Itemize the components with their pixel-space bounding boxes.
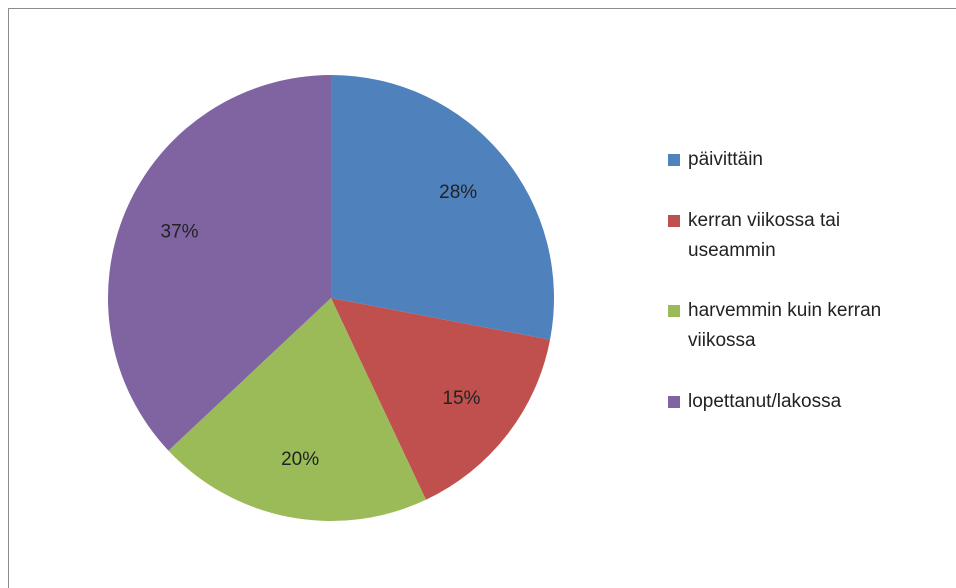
legend-label: harvemmin kuin kerran viikossa xyxy=(688,300,882,352)
legend-swatch xyxy=(668,214,680,227)
legend-label: lopettanut/lakossa xyxy=(688,390,842,412)
chart-frame xyxy=(8,8,956,588)
pie-slice xyxy=(168,298,426,522)
pie-slice xyxy=(331,75,554,340)
legend-label: päivittäin xyxy=(688,149,763,170)
legend-item: harvemmin kuin kerran viikossa xyxy=(668,296,918,356)
data-label: 28% xyxy=(439,182,477,203)
legend-swatch xyxy=(668,395,680,408)
pie-slice xyxy=(331,298,551,500)
legend: päivittäin kerran viikossa tai useammin ha… xyxy=(668,145,918,417)
data-label: 15% xyxy=(442,388,480,409)
data-label: 20% xyxy=(281,449,319,470)
legend-swatch xyxy=(668,154,680,166)
data-label: 37% xyxy=(161,221,199,242)
legend-item: kerran viikossa tai useammin xyxy=(668,206,918,266)
legend-item: lopettanut/lakossa xyxy=(668,387,918,417)
legend-label: kerran viikossa tai useammin xyxy=(688,209,841,261)
legend-swatch xyxy=(668,305,680,318)
legend-item: päivittäin xyxy=(668,145,918,175)
pie-slice xyxy=(108,75,332,451)
